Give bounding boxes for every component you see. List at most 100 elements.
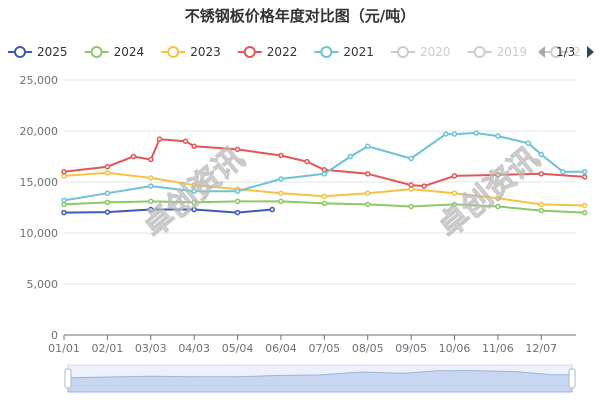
series-point-2025[interactable]: [148, 206, 154, 213]
series-point-2023[interactable]: [191, 182, 197, 188]
series-point-2022[interactable]: [408, 182, 414, 188]
series-point-2021[interactable]: [495, 133, 501, 139]
series-line-2022[interactable]: [63, 138, 585, 188]
series-point-2023[interactable]: [278, 190, 284, 196]
series-point-2021[interactable]: [581, 169, 588, 175]
series-point-2021[interactable]: [347, 153, 354, 160]
series-point-2023[interactable]: [104, 170, 111, 176]
legend-marker-2019[interactable]: [473, 46, 486, 58]
x-tick-label: 06/04: [265, 342, 297, 355]
series-point-2023[interactable]: [148, 175, 154, 181]
x-tick-label: 05/04: [222, 342, 254, 355]
series-point-2021[interactable]: [234, 188, 241, 194]
series-point-2023[interactable]: [581, 202, 588, 209]
legend-label-2025[interactable]: 2025: [37, 45, 68, 59]
series-point-2023[interactable]: [495, 195, 501, 202]
series-point-2022[interactable]: [451, 173, 458, 179]
legend-next-icon[interactable]: [587, 46, 594, 58]
series-point-2024[interactable]: [191, 199, 197, 206]
legend-marker-2021[interactable]: [320, 46, 333, 58]
legend-label-2023[interactable]: 2023: [190, 45, 221, 59]
series-point-2022[interactable]: [421, 183, 427, 189]
series-point-2021[interactable]: [525, 140, 532, 146]
series-point-2025[interactable]: [269, 206, 276, 213]
y-tick-label: 5,000: [27, 278, 59, 291]
x-tick-label: 04/03: [178, 342, 210, 355]
legend-label-2[interactable]: 2: [573, 45, 581, 59]
series-point-2021[interactable]: [61, 197, 67, 204]
series-point-2021[interactable]: [560, 169, 566, 175]
series-point-2023[interactable]: [364, 190, 371, 196]
x-tick-label: 11/06: [482, 342, 514, 355]
x-tick-label: 03/03: [135, 342, 167, 355]
data-zoom-handle-left[interactable]: [64, 368, 72, 389]
series-point-2022[interactable]: [234, 146, 241, 153]
series-point-2025[interactable]: [61, 209, 67, 216]
series-point-2021[interactable]: [451, 131, 458, 137]
series-point-2021[interactable]: [148, 183, 154, 189]
series-point-2021[interactable]: [443, 131, 449, 137]
legend-marker-2020[interactable]: [397, 46, 409, 58]
series-point-2023[interactable]: [538, 201, 545, 208]
series-point-2023[interactable]: [451, 190, 458, 196]
series-point-2022[interactable]: [104, 163, 111, 170]
series-point-2021[interactable]: [364, 143, 371, 150]
legend-label-2021[interactable]: 2021: [343, 45, 374, 59]
series-point-2024[interactable]: [104, 199, 111, 206]
series-point-2021[interactable]: [473, 130, 479, 136]
series-point-2025[interactable]: [234, 209, 241, 216]
series-point-2022[interactable]: [148, 156, 154, 163]
series-point-2022[interactable]: [581, 174, 588, 180]
series-point-2021[interactable]: [408, 155, 414, 162]
series-point-2021[interactable]: [191, 188, 197, 194]
series-point-2024[interactable]: [451, 201, 458, 208]
series-point-2021[interactable]: [104, 190, 111, 196]
series-point-2022[interactable]: [156, 136, 163, 142]
series-point-2024[interactable]: [408, 203, 414, 210]
series-point-2024[interactable]: [364, 201, 371, 208]
legend-label-2019[interactable]: 2019: [497, 45, 528, 59]
series-point-2024[interactable]: [321, 200, 328, 207]
series-point-2024[interactable]: [495, 203, 501, 210]
series-point-2022[interactable]: [278, 152, 284, 159]
legend-marker-2025[interactable]: [14, 46, 26, 58]
series-point-2022[interactable]: [495, 172, 501, 178]
series-line-2021[interactable]: [63, 132, 585, 202]
legend-marker-2023[interactable]: [167, 46, 180, 58]
series-point-2024[interactable]: [148, 198, 154, 205]
series-point-2024[interactable]: [538, 207, 545, 214]
legend-marker-2024[interactable]: [90, 46, 103, 58]
series-point-2025[interactable]: [104, 209, 111, 215]
series-point-2025[interactable]: [191, 206, 197, 213]
legend-marker-2[interactable]: [550, 46, 563, 58]
legend-prev-icon[interactable]: [538, 46, 545, 58]
x-tick-label: 10/06: [439, 342, 471, 355]
legend-marker-2022[interactable]: [243, 46, 256, 58]
series-point-2021[interactable]: [321, 171, 328, 177]
x-tick-label: 12/07: [525, 342, 557, 355]
legend-label-2024[interactable]: 2024: [114, 45, 145, 59]
y-tick-label: 0: [51, 329, 58, 342]
data-zoom-handle-right[interactable]: [568, 368, 576, 389]
series-point-2024[interactable]: [278, 198, 284, 205]
legend-label-2022[interactable]: 2022: [267, 45, 298, 59]
series-point-2022[interactable]: [61, 169, 67, 175]
series-point-2023[interactable]: [321, 193, 328, 200]
series-point-2021[interactable]: [538, 151, 545, 158]
x-tick-label: 02/01: [92, 342, 124, 355]
series-point-2022[interactable]: [304, 158, 310, 165]
series-point-2022[interactable]: [538, 171, 545, 177]
series-point-2024[interactable]: [581, 209, 588, 216]
series-point-2024[interactable]: [234, 198, 241, 205]
series-point-2022[interactable]: [130, 153, 137, 160]
legend-label-2020[interactable]: 2020: [420, 45, 451, 59]
series-point-2022[interactable]: [182, 138, 189, 144]
series-point-2021[interactable]: [278, 176, 284, 182]
series-line-2025[interactable]: [63, 208, 273, 214]
x-tick-label: 07/05: [308, 342, 340, 355]
series-point-2022[interactable]: [191, 143, 197, 150]
series-point-2022[interactable]: [364, 171, 371, 177]
y-tick-label: 10,000: [20, 227, 59, 240]
watermark: 卓创资讯: [137, 141, 251, 245]
